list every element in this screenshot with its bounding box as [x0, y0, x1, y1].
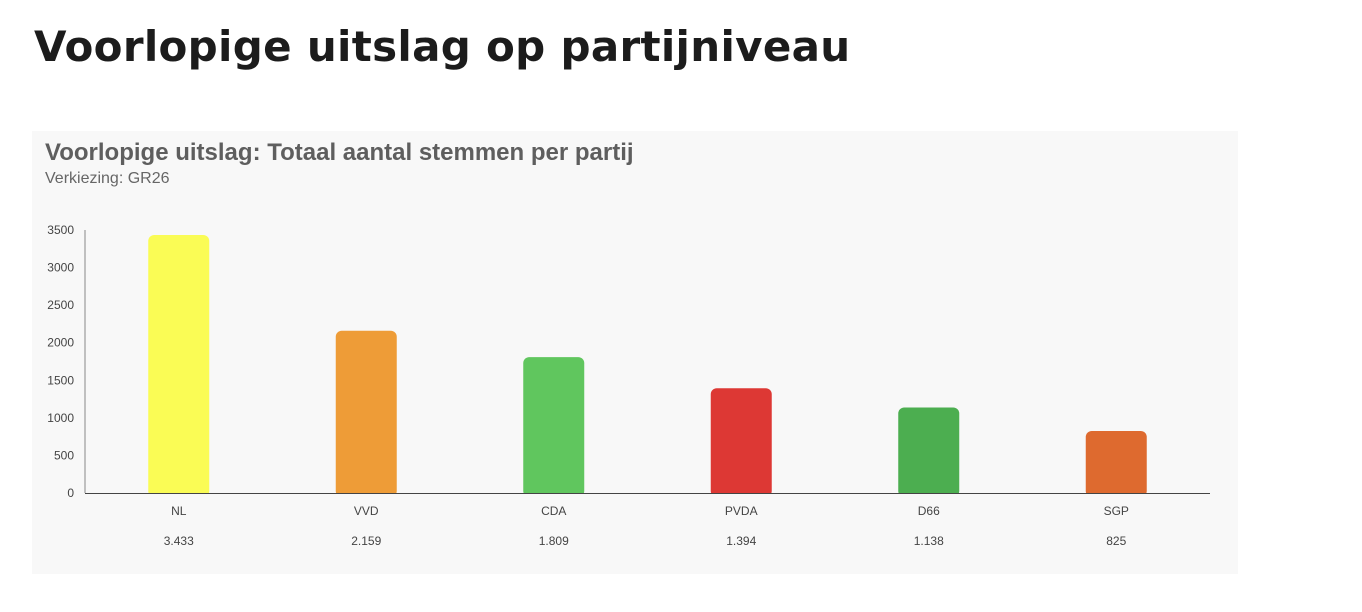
y-axis: 0 500 1000 1500 2000 2500 3000 3500 [47, 223, 86, 500]
data-label: 825 [1106, 534, 1126, 548]
y-tick-label: 1500 [47, 373, 74, 387]
bar-d66[interactable] [898, 407, 960, 497]
y-tick-label: 500 [54, 448, 74, 462]
y-tick-label: 2500 [47, 298, 74, 312]
y-tick-label: 2000 [47, 336, 74, 350]
axis-mask [86, 494, 1211, 498]
bar-nl[interactable] [148, 235, 210, 497]
bar-sgp[interactable] [1085, 431, 1147, 497]
x-tick-label: VVD [354, 504, 379, 518]
data-label: 1.394 [726, 534, 756, 548]
chart-title: Voorlopige uitslag: Totaal aantal stemme… [45, 139, 634, 166]
bar-cda[interactable] [523, 357, 585, 497]
bar-chart: 0 500 1000 1500 2000 2500 3000 3500 NL 3.433 VVD 2… [47, 223, 1211, 548]
y-tick-label: 3000 [47, 261, 74, 275]
data-label: 1.138 [914, 534, 944, 548]
x-axis: NL 3.433 VVD 2.159 CDA 1.809 PVDA 1.394 D66 1.138… [85, 493, 1210, 548]
y-tick-label: 1000 [47, 411, 74, 425]
data-label: 1.809 [539, 534, 569, 548]
x-tick-label: D66 [918, 504, 940, 518]
page-heading: Voorlopige uitslag op partijniveau [34, 22, 851, 71]
x-tick-label: CDA [541, 504, 566, 518]
x-tick-label: PVDA [725, 504, 758, 518]
bars [86, 235, 1211, 498]
bar-vvd[interactable] [335, 330, 397, 497]
y-tick-label: 0 [67, 486, 74, 500]
bar-pvda[interactable] [710, 388, 772, 497]
x-tick-label: NL [171, 504, 187, 518]
data-label: 3.433 [164, 534, 194, 548]
chart-subtitle: Verkiezing: GR26 [45, 170, 170, 187]
data-label: 2.159 [351, 534, 381, 548]
chart-panel: Voorlopige uitslag: Totaal aantal stemme… [32, 131, 1238, 574]
x-tick-label: SGP [1104, 504, 1129, 518]
y-tick-label: 3500 [47, 223, 74, 237]
